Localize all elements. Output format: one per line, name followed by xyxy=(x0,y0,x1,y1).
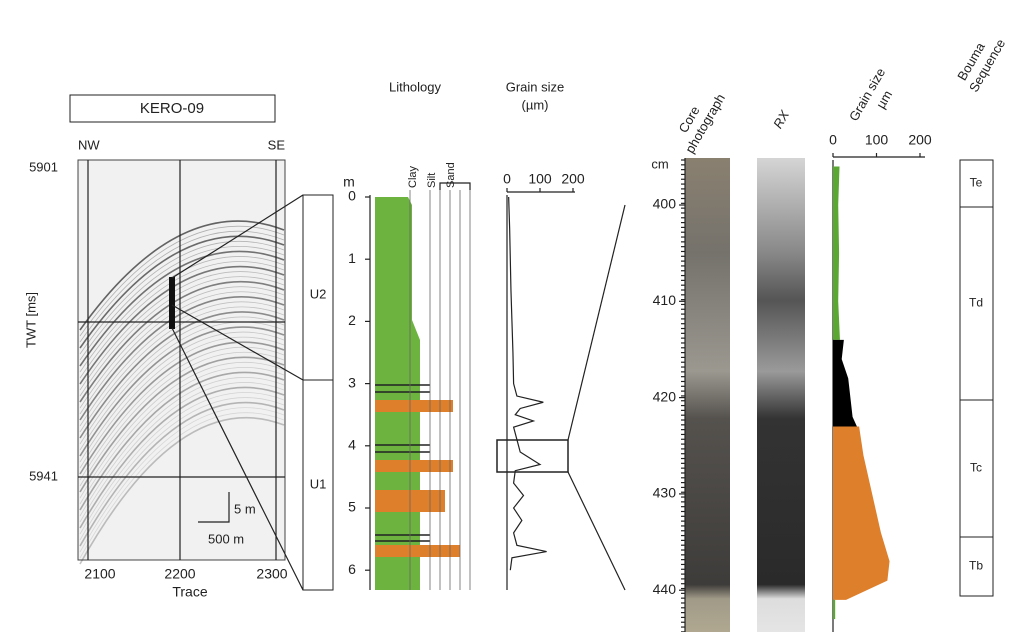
grain-size-area xyxy=(833,340,857,427)
grain-title: (µm) xyxy=(522,97,549,112)
core-location xyxy=(169,277,175,329)
grain-size-curve xyxy=(509,197,547,570)
figure: KERO-09 NW SE TWT [ms] Trace 5 m 500 m U… xyxy=(0,0,1032,632)
depth-tick-label: 1 xyxy=(348,250,356,266)
x-tick-label: 2100 xyxy=(84,566,115,582)
unit-label: U1 xyxy=(310,476,327,491)
sand-bed xyxy=(375,400,453,412)
lithology-class: Clay xyxy=(407,165,419,188)
depth-unit: cm xyxy=(651,156,668,171)
bouma-label: Tb xyxy=(969,559,983,573)
grain-tick-label: 100 xyxy=(865,132,889,148)
scale-horizontal: 500 m xyxy=(208,531,244,546)
x-tick-label: 2200 xyxy=(164,566,195,582)
depth-tick-label: 400 xyxy=(653,196,677,212)
depth-tick-label: 4 xyxy=(348,437,356,453)
depth-tick-label: 430 xyxy=(653,485,677,501)
depth-tick-label: 6 xyxy=(348,561,356,577)
depth-tick-label: 3 xyxy=(348,374,356,390)
seismic-title: KERO-09 xyxy=(140,100,204,117)
grain-tick-label: 200 xyxy=(561,171,585,187)
grain-tick-label: 100 xyxy=(528,171,552,187)
zoom-box xyxy=(497,440,568,472)
unit-label: U2 xyxy=(310,286,327,301)
bouma-label: Tc xyxy=(970,461,982,475)
grain-size-area xyxy=(833,166,840,339)
sand-bed xyxy=(375,545,460,557)
depth-tick-label: 2 xyxy=(348,312,356,328)
grain-title: Grain size xyxy=(506,79,565,94)
rx-title: RX xyxy=(770,107,793,131)
sand-bed xyxy=(375,460,453,472)
bouma-label: Td xyxy=(969,296,983,310)
rx-image xyxy=(757,158,805,632)
y-axis-label: TWT [ms] xyxy=(23,292,38,348)
core-photo xyxy=(685,158,730,632)
x-axis-label: Trace xyxy=(172,584,207,600)
scale-vertical: 5 m xyxy=(234,501,256,516)
x-tick-label: 2300 xyxy=(256,566,287,582)
grain-tick-label: 200 xyxy=(908,132,932,148)
depth-tick-label: 0 xyxy=(348,188,356,204)
y-tick-label: 5901 xyxy=(29,159,58,174)
right-label: SE xyxy=(268,137,286,152)
clay-fill xyxy=(375,197,420,590)
grain-tick-label: 0 xyxy=(503,171,511,187)
bouma-label: Te xyxy=(970,176,983,190)
depth-tick-label: 420 xyxy=(653,388,677,404)
depth-tick-label: 410 xyxy=(653,292,677,308)
zoom-line xyxy=(568,205,625,440)
depth-tick-label: 440 xyxy=(653,581,677,597)
grain-tick-label: 0 xyxy=(829,132,837,148)
grain-size-area xyxy=(833,600,835,619)
lithology-title: Lithology xyxy=(389,79,442,94)
zoom-line xyxy=(568,472,625,590)
y-tick-label: 5941 xyxy=(29,468,58,483)
grain-size-area xyxy=(833,426,890,599)
lithology-class: Silt xyxy=(426,173,438,188)
lithology-class: Sand xyxy=(445,162,457,188)
left-label: NW xyxy=(78,137,100,152)
depth-tick-label: 5 xyxy=(348,499,356,515)
